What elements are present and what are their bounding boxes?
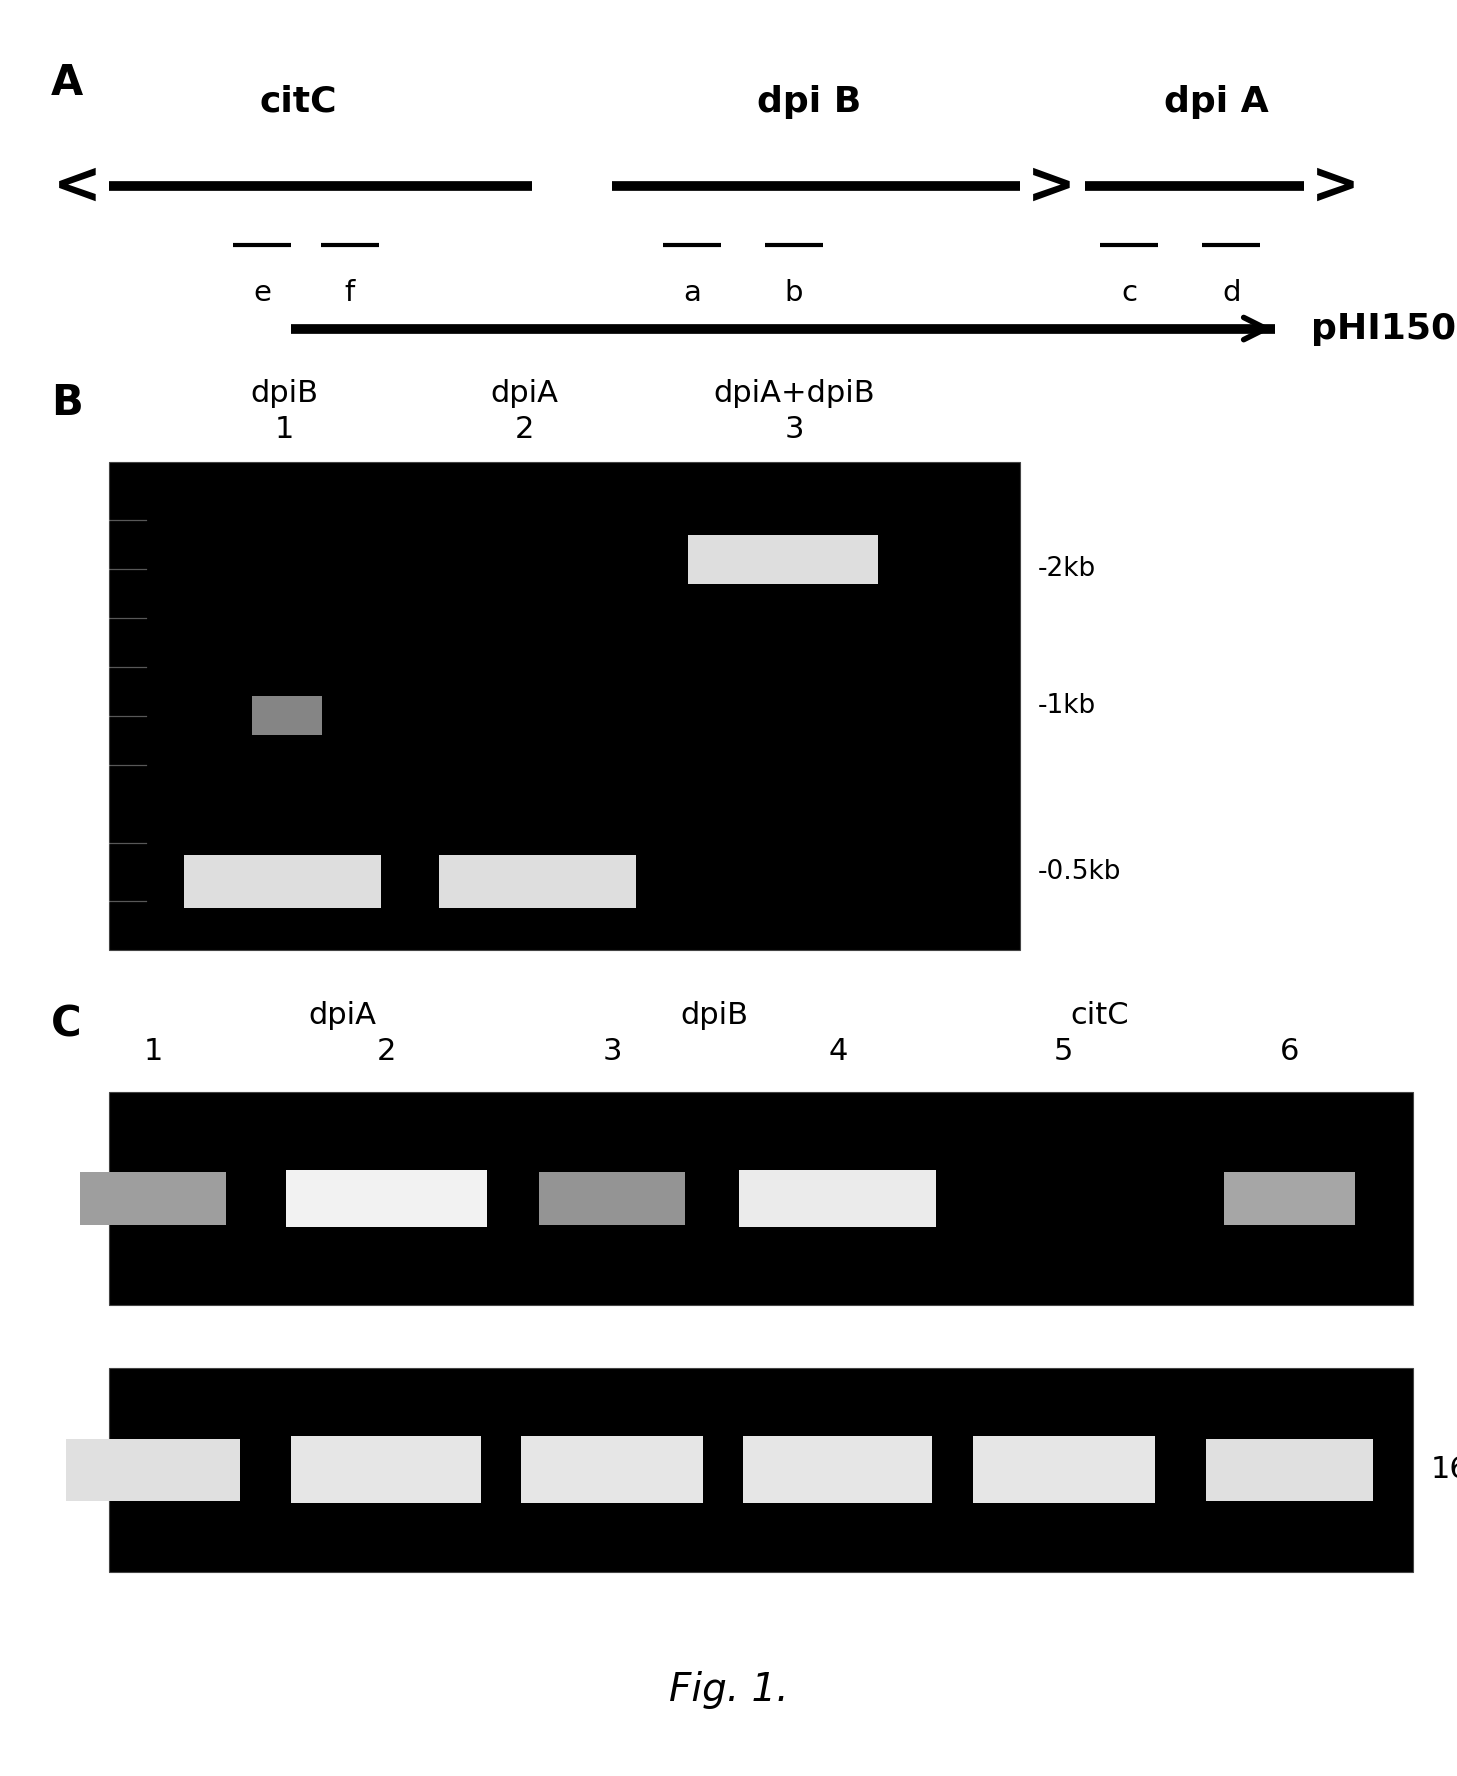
Text: dpi A: dpi A xyxy=(1164,85,1269,119)
Bar xyxy=(252,696,322,735)
Text: a: a xyxy=(683,279,701,307)
Text: -1kb: -1kb xyxy=(1037,693,1096,719)
Text: citC: citC xyxy=(1071,1002,1129,1030)
Text: 5: 5 xyxy=(1053,1037,1074,1066)
Text: Fig. 1.: Fig. 1. xyxy=(669,1671,788,1709)
Bar xyxy=(286,1170,487,1227)
Text: d: d xyxy=(1222,279,1240,307)
Bar xyxy=(80,1172,226,1225)
Bar xyxy=(539,1172,685,1225)
Text: 16S: 16S xyxy=(1431,1455,1457,1485)
Text: C: C xyxy=(51,1003,82,1046)
Text: dpiA+dpiB: dpiA+dpiB xyxy=(714,380,874,408)
Text: >: > xyxy=(1027,158,1077,215)
Text: B: B xyxy=(51,382,83,424)
Bar xyxy=(1224,1172,1355,1225)
Bar xyxy=(66,1439,240,1501)
Bar xyxy=(520,1435,702,1502)
Bar xyxy=(1206,1439,1372,1501)
Text: 4: 4 xyxy=(828,1037,848,1066)
Text: A: A xyxy=(51,62,83,105)
Bar xyxy=(109,462,1020,950)
Text: 2: 2 xyxy=(376,1037,396,1066)
Text: 1: 1 xyxy=(274,416,294,444)
Text: c: c xyxy=(1122,279,1136,307)
Bar xyxy=(184,854,380,909)
Bar xyxy=(688,535,877,584)
Text: 3: 3 xyxy=(784,416,804,444)
Bar xyxy=(291,1435,481,1502)
Bar xyxy=(739,1170,935,1227)
Text: dpiA: dpiA xyxy=(309,1002,376,1030)
Text: dpiB: dpiB xyxy=(251,380,318,408)
Text: dpi B: dpi B xyxy=(756,85,861,119)
Text: 1: 1 xyxy=(143,1037,163,1066)
Text: dpiB: dpiB xyxy=(680,1002,747,1030)
Bar xyxy=(109,1092,1413,1305)
Bar xyxy=(439,854,635,909)
Text: f: f xyxy=(344,279,356,307)
Text: 6: 6 xyxy=(1279,1037,1300,1066)
Text: >: > xyxy=(1311,158,1361,215)
Text: -0.5kb: -0.5kb xyxy=(1037,860,1120,884)
Text: pHI1508: pHI1508 xyxy=(1311,311,1457,346)
Text: <: < xyxy=(52,158,102,215)
Text: -2kb: -2kb xyxy=(1037,556,1096,583)
Text: b: b xyxy=(785,279,803,307)
Bar xyxy=(743,1435,932,1502)
Text: e: e xyxy=(254,279,271,307)
Text: 2: 2 xyxy=(514,416,535,444)
Text: citC: citC xyxy=(259,85,338,119)
Bar xyxy=(109,1368,1413,1572)
Bar xyxy=(973,1435,1155,1502)
Text: 3: 3 xyxy=(602,1037,622,1066)
Text: dpiA: dpiA xyxy=(491,380,558,408)
